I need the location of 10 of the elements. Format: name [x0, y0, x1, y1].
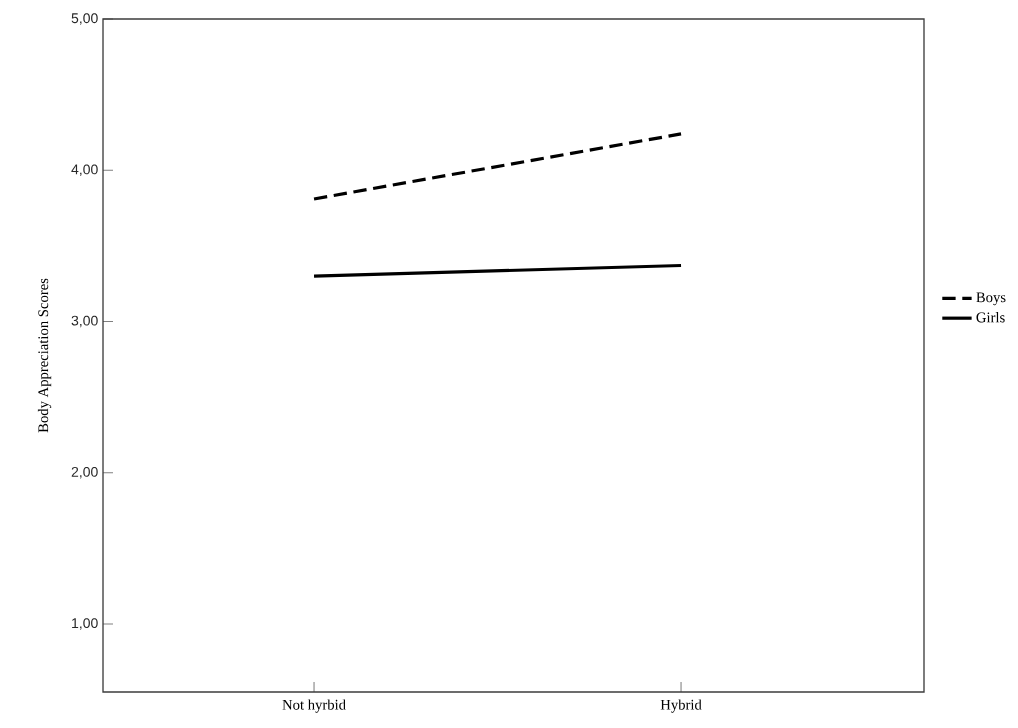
- x-tick-label: Not hyrbid: [282, 699, 346, 713]
- y-tick-label: 2,00: [71, 466, 98, 479]
- x-tick-label: Hybrid: [660, 699, 702, 713]
- y-tick-label: 4,00: [71, 164, 98, 177]
- y-tick-label: 5,00: [71, 13, 98, 25]
- y-axis-title: Body Appreciation Scores: [37, 278, 52, 433]
- legend-label: Boys: [976, 292, 1006, 306]
- y-tick-label: 3,00: [71, 315, 98, 328]
- legend-label: Girls: [976, 312, 1005, 323]
- y-tick-label: 1,00: [72, 618, 98, 630]
